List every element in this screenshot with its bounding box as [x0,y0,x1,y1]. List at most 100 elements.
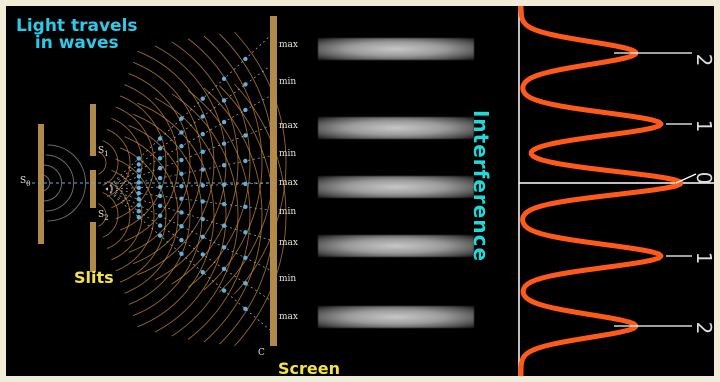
interference-node [200,131,205,137]
slit-wave-arc [219,85,275,345]
interference-node [136,191,141,196]
ray-line [105,65,271,190]
slit-wave-arc [124,84,179,242]
interference-node [136,162,141,167]
interference-node [179,237,184,243]
title-line-2: in waves [34,33,119,53]
interference-node [243,281,248,286]
title: Light travels in waves [16,18,138,52]
interference-node [179,224,184,229]
marker-max: max [279,40,298,50]
interference-node [136,209,141,214]
ray-line [105,188,271,301]
fringe-band [318,235,474,257]
order-leader-lines [614,52,697,327]
interference-node [136,185,141,190]
slit-wave-arc [234,83,287,347]
interference-node [157,184,163,190]
interference-node [243,56,248,62]
interference-node [157,203,163,209]
slit-wave-arc [106,129,131,197]
screen-label: Screen [278,359,340,376]
interference-node [136,156,141,161]
slit-wave-arc [111,169,143,261]
interference-node [179,184,184,189]
slit-wave-arc [187,90,251,340]
interference-node [243,306,248,312]
interference-node [243,230,248,235]
interference-node [200,269,205,275]
interference-node [221,266,227,272]
interference-node [136,203,141,208]
interference-node [136,180,141,185]
marker-min: min [279,207,297,217]
interference-node [243,82,248,87]
interference-node [221,223,227,228]
interference-node [221,201,227,207]
interference-node [200,149,205,155]
ray-lines [105,35,271,331]
slit-wave-arc [137,102,215,328]
interference-node [243,107,248,113]
interference-node [200,167,205,172]
slit-wave-arc [119,147,167,283]
ray-line [105,95,271,190]
interference-node [179,130,184,135]
diagram-svg [26,6,714,376]
slit-wave-arc [219,33,275,293]
slit-wave-arc [128,73,191,253]
interference-node [221,98,227,103]
fringe-band [318,117,474,139]
interference-node [200,183,205,188]
order-label: 2 [692,53,714,67]
interference-node [200,199,205,204]
slit-wave-arc [171,41,239,285]
slit-wave-arc [203,87,263,343]
source-wave-arc [41,174,51,192]
interference-node [200,234,205,239]
interference-node [243,255,248,261]
marker-max: max [279,178,298,188]
marker-max: max [279,121,298,131]
slit2-label: S2 [98,210,109,222]
interference-node [157,136,163,141]
order-label: 1 [692,251,714,265]
interference-node [179,210,184,215]
interference-node [243,133,248,138]
order-label: 1 [692,119,714,133]
interference-node [136,174,141,179]
slit-wave-arc [98,203,107,227]
interference-node [200,114,205,119]
interference-node [157,146,163,151]
title-line-1: Light travels [16,16,138,36]
interference-node [157,193,163,199]
interference-node [179,116,184,121]
fringe-band [318,176,474,198]
marker-max: max [279,238,298,248]
interference-node [157,156,163,161]
interference-label: Interference [469,109,493,263]
leader-line [675,173,697,184]
fringe-band [318,306,474,328]
slit-wave-arc [115,106,155,220]
intensity-curve [518,6,683,376]
interference-node [157,166,163,171]
source-label: S0 [20,176,31,188]
fringe-band [318,38,474,60]
interference-node [157,175,163,181]
source-wave-arc [43,164,63,202]
slit-wave-arc [124,136,179,294]
interference-node [200,216,205,222]
marker-min: min [279,274,297,284]
interference-node [157,223,163,228]
ray-line [105,35,271,190]
slit-wave-arc [137,50,215,276]
interference-node [136,168,141,173]
interference-node [136,215,141,220]
slit-wave-arc [111,117,143,209]
interference-node [157,233,163,238]
intensity-curve-group [518,6,683,376]
slit-wave-arc [115,158,155,272]
interference-node [221,163,227,168]
source-barrier [38,124,44,244]
